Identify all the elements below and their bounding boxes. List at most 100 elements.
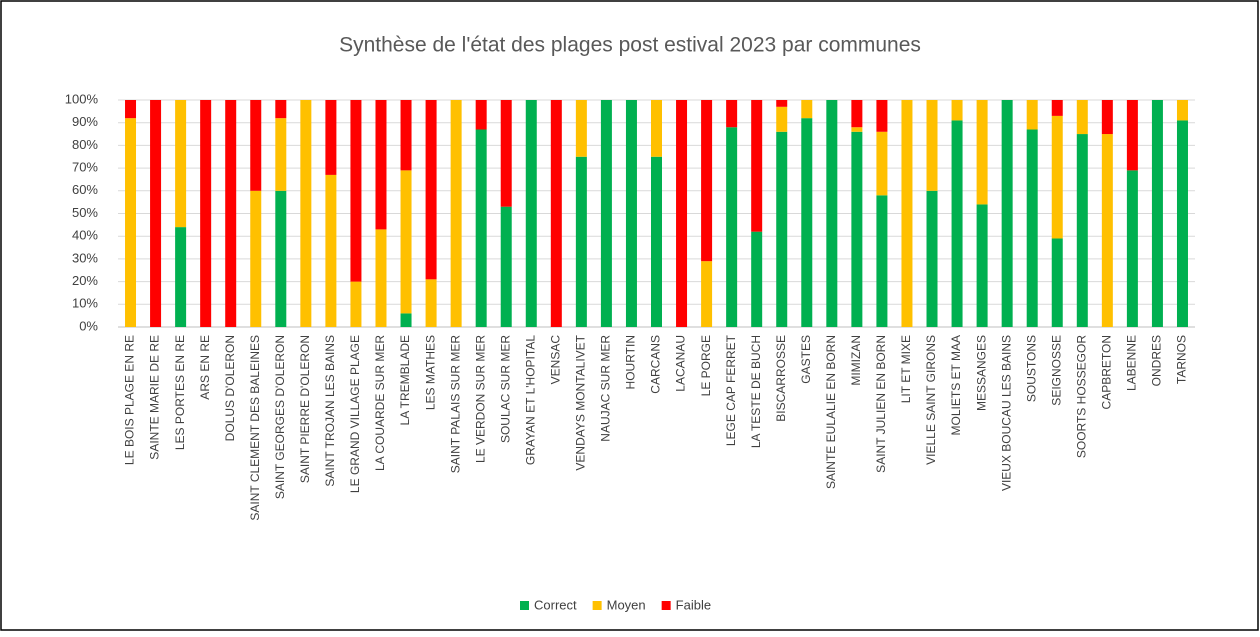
y-tick-label: 60% xyxy=(72,182,98,197)
legend-swatch xyxy=(520,601,529,610)
bar-segment xyxy=(926,190,938,327)
bar-segment xyxy=(1176,100,1188,121)
bar-segment xyxy=(776,106,788,132)
bar-segment xyxy=(701,261,713,327)
x-tick-label: LE PORGE xyxy=(699,335,713,396)
bar-segment xyxy=(1051,238,1063,327)
bar-segment xyxy=(500,100,512,207)
bar-segment xyxy=(550,100,562,327)
bar-segment xyxy=(976,100,988,205)
bar-segment xyxy=(726,127,738,328)
x-tick-label: LES PORTES EN RE xyxy=(173,335,187,450)
bar-segment xyxy=(701,100,713,262)
bar-segment xyxy=(1176,120,1188,328)
bar-segment xyxy=(1126,100,1138,171)
x-tick-label: VENSAC xyxy=(548,335,562,385)
x-tick-label: SAINT PALAIS SUR MER xyxy=(448,335,462,474)
x-tick-label: DOLUS D'OLERON xyxy=(223,335,237,441)
x-tick-label: BISCARROSSE xyxy=(774,335,788,422)
bar-segment xyxy=(525,100,537,327)
bar-segment xyxy=(175,100,187,228)
bar-segment xyxy=(225,100,237,327)
x-tick-label: VIELLE SAINT GIRONS xyxy=(924,335,938,465)
bar-segment xyxy=(776,100,788,107)
y-tick-label: 90% xyxy=(72,114,98,129)
bar-segment xyxy=(851,131,863,327)
bar-segment xyxy=(826,100,838,327)
bar-segment xyxy=(150,100,162,327)
x-tick-label: LABENNE xyxy=(1125,335,1139,391)
bar-segment xyxy=(275,100,287,119)
x-tick-label: SAINT GEORGES D'OLERON xyxy=(273,335,287,499)
bar-segment xyxy=(801,118,813,327)
bar-segment xyxy=(425,100,437,280)
bar-segment xyxy=(575,156,587,327)
bar-segment xyxy=(125,100,137,119)
bar-segment xyxy=(976,204,988,327)
bar-segment xyxy=(1026,100,1038,130)
y-tick-label: 30% xyxy=(72,250,98,265)
x-tick-label: SAINT TROJAN LES BAINS xyxy=(323,335,337,487)
y-tick-label: 100% xyxy=(65,91,99,106)
bar-segment xyxy=(250,190,262,327)
x-tick-label: SAINT JULIEN EN BORN xyxy=(874,335,888,473)
bar-segment xyxy=(776,131,788,327)
bar-segment xyxy=(926,100,938,191)
bar-segment xyxy=(625,100,637,327)
x-tick-label: VIEUX BOUCAU LES BAINS xyxy=(999,335,1013,491)
chart-title: Synthèse de l'état des plages post estiv… xyxy=(339,34,921,57)
bar-segment xyxy=(876,100,888,132)
bar-segment xyxy=(250,100,262,191)
bar-segment xyxy=(400,100,412,171)
bar-segment xyxy=(801,100,813,119)
bar-segment xyxy=(1051,100,1063,116)
bar-segment xyxy=(1076,134,1088,327)
x-tick-label: HOURTIN xyxy=(624,335,638,389)
x-tick-label: ARS EN RE xyxy=(198,335,212,400)
x-tick-label: SOUSTONS xyxy=(1024,335,1038,402)
bar-segment xyxy=(300,100,312,327)
bar-segment xyxy=(200,100,212,327)
legend-swatch xyxy=(592,601,602,610)
x-tick-label: SAINTE MARIE DE RE xyxy=(148,335,162,460)
x-tick-label: LACANAU xyxy=(674,335,688,392)
bar-segment xyxy=(350,281,362,327)
bar-segment xyxy=(951,120,963,328)
x-tick-label: CAPBRETON xyxy=(1100,335,1114,409)
x-tick-label: MIMIZAN xyxy=(849,335,863,386)
x-tick-label: GASTES xyxy=(799,335,813,384)
bar-segment xyxy=(350,100,362,282)
bar-segment xyxy=(500,206,512,327)
legend-label: Moyen xyxy=(607,597,646,612)
x-tick-label: ONDRES xyxy=(1150,335,1164,386)
bar-segment xyxy=(876,195,888,327)
x-tick-label: LEGE CAP FERRET xyxy=(724,334,738,446)
y-tick-label: 0% xyxy=(79,318,98,333)
bar-segment xyxy=(1151,100,1163,327)
legend-label: Correct xyxy=(534,597,577,612)
x-tick-label: SAINT CLEMENT DES BALEINES xyxy=(248,335,262,521)
x-tick-label: LIT ET MIXE xyxy=(899,335,913,403)
bar-segment xyxy=(475,100,487,130)
bar-segment xyxy=(425,279,437,327)
bar-segment xyxy=(726,100,738,128)
bar-segment xyxy=(1051,115,1063,239)
x-tick-label: LA COUARDE SUR MER xyxy=(373,335,387,471)
bar-segment xyxy=(901,100,913,327)
bar-segment xyxy=(1101,100,1113,135)
x-tick-label: VENDAYS MONTALIVET xyxy=(574,334,588,470)
bar-segment xyxy=(400,170,412,314)
y-tick-label: 70% xyxy=(72,160,98,175)
y-tick-label: 40% xyxy=(72,228,98,243)
bar-segment xyxy=(751,231,763,327)
x-tick-label: LES MATHES xyxy=(423,335,437,410)
x-tick-label: SAINTE EULALIE EN BORN xyxy=(824,335,838,489)
bar-segment xyxy=(450,100,462,327)
bar-segment xyxy=(275,118,287,191)
legend-label: Faible xyxy=(676,597,711,612)
bar-segment xyxy=(1126,170,1138,327)
bar-segment xyxy=(1101,134,1113,327)
x-tick-label: TARNOS xyxy=(1175,335,1189,384)
bar-segment xyxy=(851,100,863,128)
bar-segment xyxy=(876,131,888,196)
